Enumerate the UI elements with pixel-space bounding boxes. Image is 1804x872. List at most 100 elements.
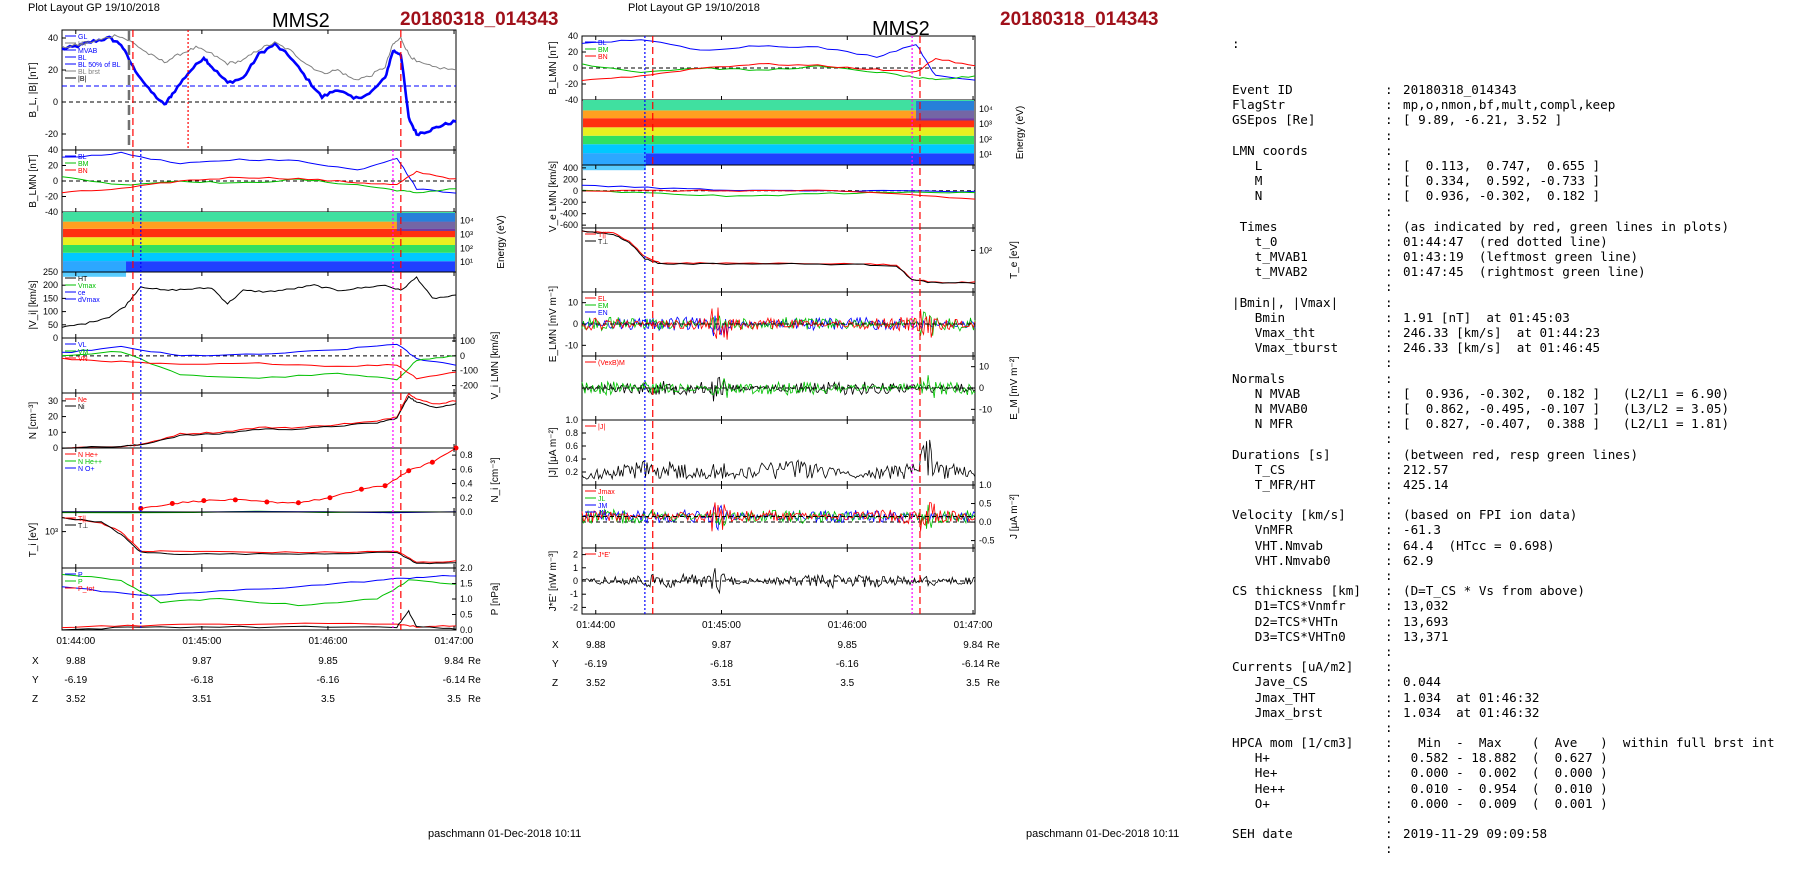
data-point (232, 497, 238, 503)
info-row: T_MFR/HT:425.14 (1232, 477, 1775, 492)
y-tick-label: 0.0 (460, 625, 473, 635)
x-tick-label: 01:45:00 (182, 636, 221, 647)
y-tick-label: -10 (979, 404, 992, 414)
info-key: N MVAB (1232, 385, 1301, 401)
info-row: : (1232, 431, 1775, 446)
event-summary-panel: : Event ID:20180318_014343 FlagStr: mp,o,n… (1232, 6, 1775, 872)
y-tick-label: -400 (560, 209, 578, 219)
info-separator: : (1385, 476, 1393, 492)
data-point (406, 468, 412, 474)
legend-label: MVAB (78, 48, 98, 55)
legend-label: GL (78, 34, 87, 41)
info-row: VHT.Nmvab0:62.9 (1232, 553, 1775, 568)
info-value: 1.91 [nT] at 01:45:03 (1403, 309, 1570, 325)
series-line (581, 63, 976, 81)
info-value: [ 0.936, -0.302, 0.182 ] (L2/L1 = 6.90) (1403, 385, 1730, 401)
y-tick-label: -100 (460, 366, 478, 376)
info-value: 01:47:45 (rightmost green line) (1403, 264, 1646, 280)
legend-label: P (78, 572, 83, 579)
info-row: Vmax_tht:246.33 [km/s] at 01:44:23 (1232, 325, 1775, 340)
y-tick-label: 10 (48, 427, 58, 437)
info-value: 0.000 - 0.002 ( 0.000 ) (1403, 765, 1608, 781)
info-row: D3=TCS*VHTn0:13,371 (1232, 629, 1775, 644)
info-value: 13,693 (1403, 613, 1449, 629)
info-key: Jave_CS (1232, 674, 1308, 690)
left-panel-9: 0.00.51.01.52.0P [nPa]PPP_tot (61, 563, 501, 635)
y-tick-label: -200 (460, 381, 478, 391)
orbit-value: 9.87 (712, 640, 732, 651)
info-value: 0.582 - 18.882 ( 0.627 ) (1403, 750, 1608, 766)
heatmap-band (63, 221, 455, 229)
info-row: Jmax_THT:1.034 at 01:46:32 (1232, 690, 1775, 705)
info-key: FlagStr (1232, 97, 1286, 113)
legend-label: P (78, 579, 83, 586)
y-tick-label: 0 (53, 333, 58, 343)
info-separator: : (1385, 659, 1393, 675)
x-tick-label: 01:44:00 (576, 620, 615, 631)
info-row: Times: (as indicated by red, green lines … (1232, 219, 1775, 234)
info-value: 212.57 (1403, 461, 1449, 477)
info-value: 64.4 (HTcc = 0.698) (1403, 537, 1555, 553)
orbit-unit: Re (468, 656, 481, 667)
mid-panel-9: 2 1 0 -1 -2 J*E' [nW m⁻³] J*E' (548, 547, 976, 615)
info-separator: : (1385, 142, 1393, 158)
y-axis-label: B_L, |B| [nT] (28, 62, 39, 117)
info-separator: : (1385, 568, 1393, 583)
y-tick-label: 10² (979, 245, 992, 255)
info-row: Bmin:1.91 [nT] at 01:45:03 (1232, 310, 1775, 325)
info-key: D3=TCS*VHTn0 (1232, 628, 1346, 644)
info-value: 20180318_014343 (1403, 82, 1517, 97)
series-line (61, 350, 457, 381)
info-separator: : (1385, 400, 1393, 416)
left-spacecraft-title: MMS2 (272, 10, 330, 32)
heatmap-band (63, 212, 455, 222)
orbit-row-label: Z (32, 694, 38, 705)
info-row: Vmax_tburst:246.33 [km/s] at 01:46:45 (1232, 340, 1775, 355)
info-key: Bmin (1232, 309, 1286, 325)
legend-label: Jmax (598, 489, 615, 496)
x-tick-label: 01:47:00 (435, 636, 474, 647)
info-value: 62.9 (1403, 552, 1434, 568)
heatmap-band (583, 135, 974, 145)
info-row: t_MVAB1:01:43:19 (leftmost green line) (1232, 249, 1775, 264)
info-separator: : (1385, 173, 1393, 189)
panel-frame (61, 29, 457, 151)
legend-label: N O+ (78, 466, 95, 473)
info-key: HPCA mom [1/cm3] (1232, 735, 1354, 751)
legend-label: T⊥ (598, 239, 608, 246)
y-tick-label: 0 (460, 351, 465, 361)
orbit-value: 3.51 (712, 678, 732, 689)
heatmap-tick-label: 10³ (979, 119, 992, 129)
legend-label: BL (598, 40, 607, 47)
info-row: : (1232, 279, 1775, 294)
heatmap-tick-label: 10¹ (979, 149, 992, 159)
info-value: (between red, resp green lines) (1403, 446, 1639, 462)
panel-frame (61, 447, 457, 513)
info-separator: : (1385, 431, 1393, 447)
legend-label: BL (78, 154, 87, 161)
y-axis-label: J*E' [nW m⁻³] (548, 551, 559, 612)
info-row: GSEpos [Re]: [ 9.89, -6.21, 3.52 ] (1232, 112, 1775, 127)
info-value: 425.14 (1403, 476, 1449, 492)
info-separator: : (1385, 112, 1393, 128)
info-key: VHT.Nmvab0 (1232, 552, 1331, 568)
y-axis-label: T_i [eV] (28, 523, 39, 558)
heatmap-tick-label: 10² (979, 134, 992, 144)
info-value: 01:43:19 (leftmost green line) (1403, 249, 1639, 265)
series-line (581, 230, 976, 284)
info-separator: : (1385, 643, 1393, 659)
y-tick-label: 40 (48, 145, 58, 155)
info-separator: : (1385, 309, 1393, 325)
y-tick-label: 2 (573, 550, 578, 560)
y-tick-label: 40 (568, 31, 578, 41)
info-separator: : (1385, 446, 1393, 462)
left-event-title: 20180318_014343 (400, 9, 559, 30)
data-point (453, 445, 459, 451)
y-tick-label: -600 (560, 220, 578, 230)
burst-trace (581, 439, 976, 481)
series-line (61, 516, 457, 563)
orbit-value: 3.5 (321, 694, 335, 705)
legend-label: EL (598, 296, 607, 303)
